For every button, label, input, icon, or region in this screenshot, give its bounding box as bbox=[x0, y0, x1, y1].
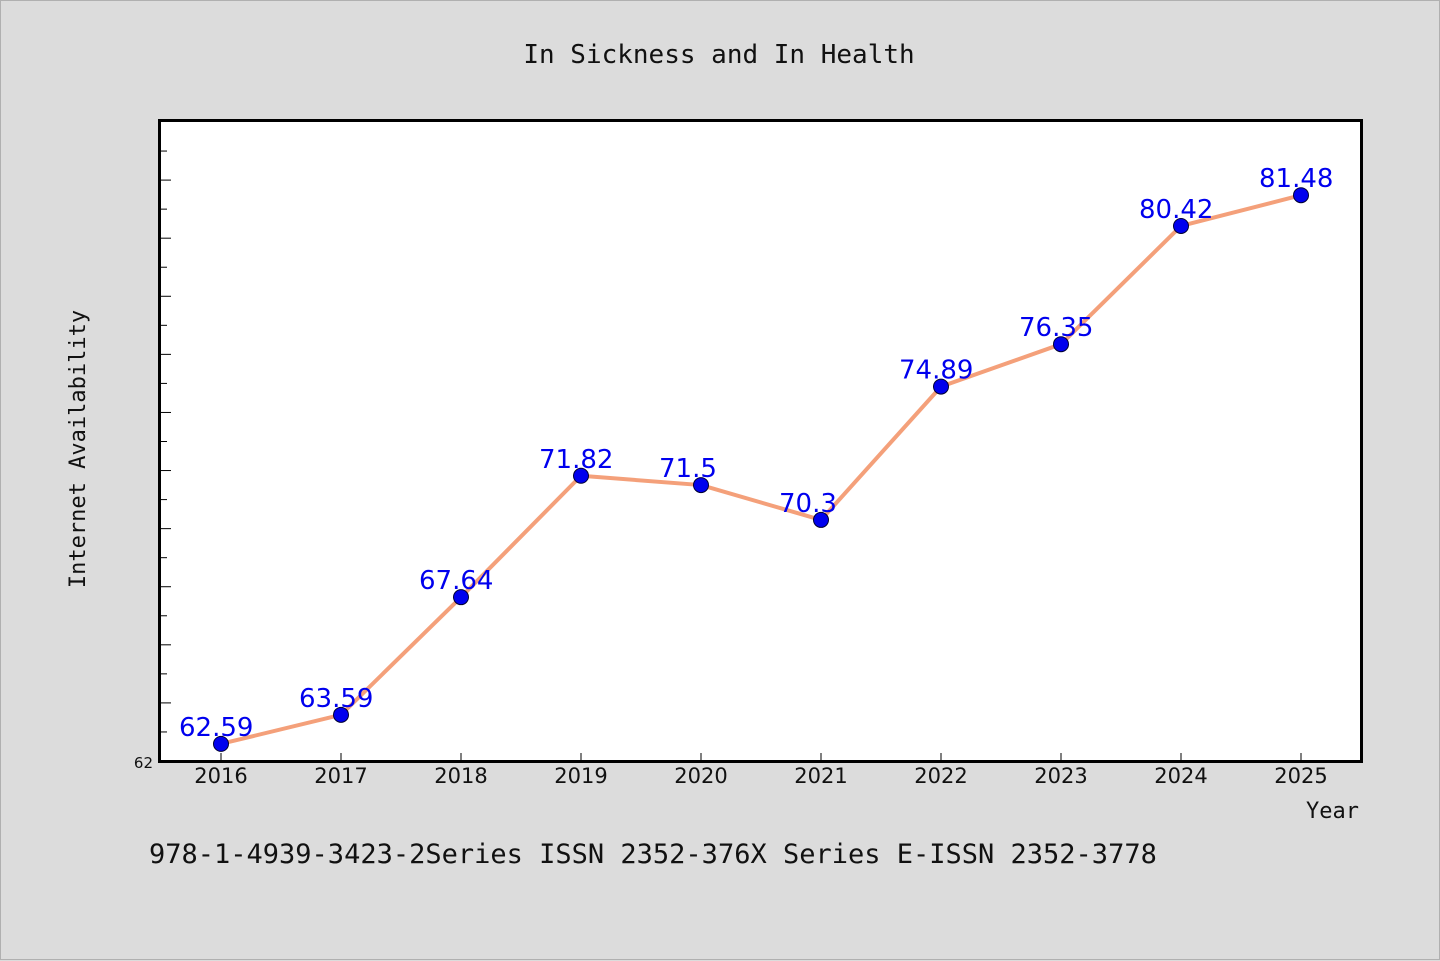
plot-area bbox=[158, 119, 1363, 763]
data-label: 71.82 bbox=[539, 445, 613, 475]
x-tick-label: 2020 bbox=[674, 764, 727, 788]
x-axis-labels: 2016 2017 2018 2019 2020 2021 2022 2023 2024 2025 bbox=[194, 764, 1327, 788]
y-axis-ticks bbox=[161, 150, 171, 762]
data-label: 71.5 bbox=[659, 454, 717, 484]
x-tick-label: 2018 bbox=[434, 764, 487, 788]
y-axis-title: Internet Availability bbox=[66, 310, 91, 588]
x-axis-title: Year bbox=[1306, 799, 1359, 824]
data-point bbox=[453, 589, 469, 606]
data-labels: 62.59 63.59 67.64 71.82 71.5 70.3 74.89 76.35 80… bbox=[179, 164, 1333, 743]
data-points bbox=[213, 187, 1309, 752]
data-point bbox=[1293, 187, 1309, 204]
data-point bbox=[333, 706, 349, 723]
x-tick-label: 2016 bbox=[194, 764, 247, 788]
data-point bbox=[693, 477, 709, 494]
data-label: 70.3 bbox=[779, 489, 837, 519]
footer-text: 978-1-4939-3423-2Series ISSN 2352-376X S… bbox=[149, 839, 1157, 870]
data-point bbox=[1053, 336, 1069, 353]
data-label: 67.64 bbox=[419, 566, 493, 596]
data-label: 74.89 bbox=[899, 356, 973, 386]
x-tick-label: 2021 bbox=[794, 764, 847, 788]
x-tick-label: 2023 bbox=[1034, 764, 1087, 788]
data-point bbox=[813, 511, 829, 528]
series-line bbox=[219, 193, 1303, 746]
y-tick-label: 62 bbox=[134, 754, 153, 772]
x-axis-ticks bbox=[220, 753, 1302, 761]
data-point bbox=[213, 735, 229, 752]
chart-title: In Sickness and In Health bbox=[523, 40, 914, 70]
data-point bbox=[1173, 217, 1189, 234]
x-tick-label: 2025 bbox=[1274, 764, 1327, 788]
x-tick-label: 2022 bbox=[914, 764, 967, 788]
x-tick-label: 2024 bbox=[1154, 764, 1207, 788]
data-label: 63.59 bbox=[299, 684, 373, 714]
data-point bbox=[933, 378, 949, 395]
x-tick-label: 2017 bbox=[314, 764, 367, 788]
data-label: 62.59 bbox=[179, 713, 253, 743]
data-label: 76.35 bbox=[1019, 313, 1093, 343]
data-point bbox=[573, 467, 589, 484]
data-label: 81.48 bbox=[1259, 164, 1333, 194]
data-label: 80.42 bbox=[1139, 195, 1213, 225]
x-tick-label: 2019 bbox=[554, 764, 607, 788]
